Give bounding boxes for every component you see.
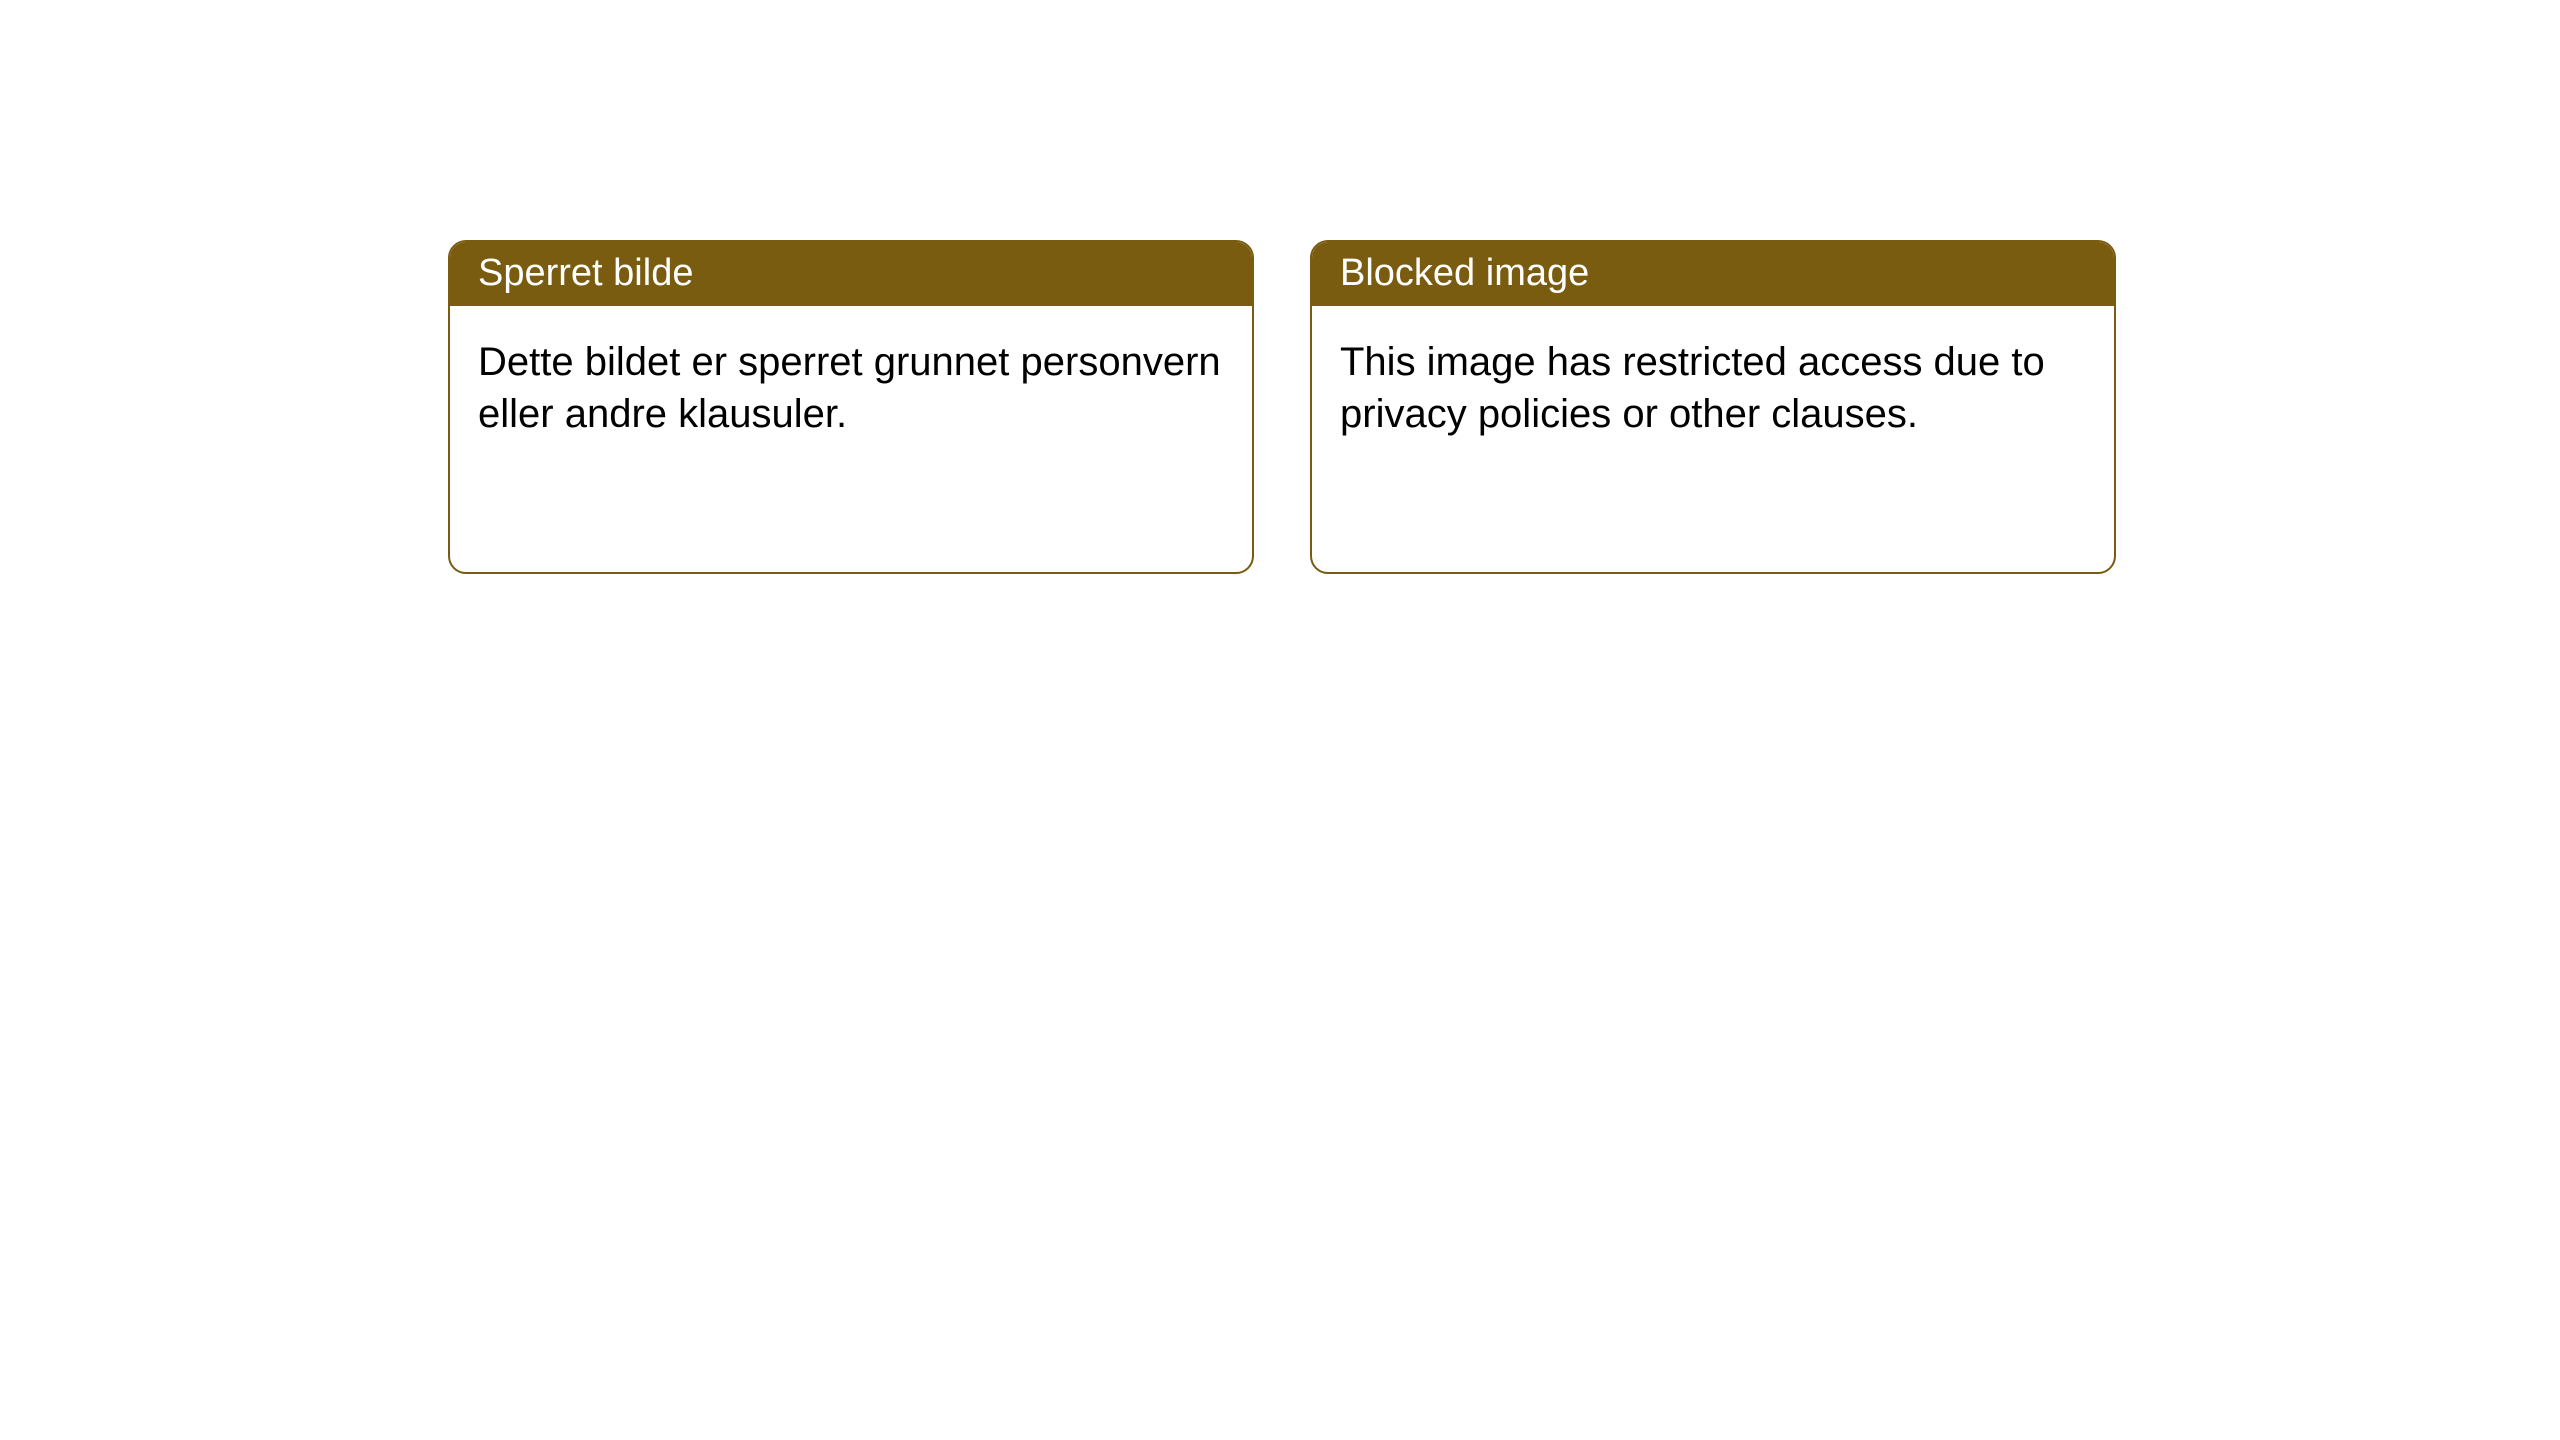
notice-body-text: Dette bildet er sperret grunnet personve…	[478, 340, 1221, 436]
notice-container: Sperret bilde Dette bildet er sperret gr…	[0, 0, 2560, 574]
notice-body-text: This image has restricted access due to …	[1340, 340, 2045, 436]
notice-header: Blocked image	[1312, 242, 2114, 306]
notice-card-norwegian: Sperret bilde Dette bildet er sperret gr…	[448, 240, 1254, 574]
notice-body: Dette bildet er sperret grunnet personve…	[450, 306, 1252, 470]
notice-title: Blocked image	[1340, 252, 1589, 294]
notice-body: This image has restricted access due to …	[1312, 306, 2114, 470]
notice-header: Sperret bilde	[450, 242, 1252, 306]
notice-title: Sperret bilde	[478, 252, 693, 294]
notice-card-english: Blocked image This image has restricted …	[1310, 240, 2116, 574]
